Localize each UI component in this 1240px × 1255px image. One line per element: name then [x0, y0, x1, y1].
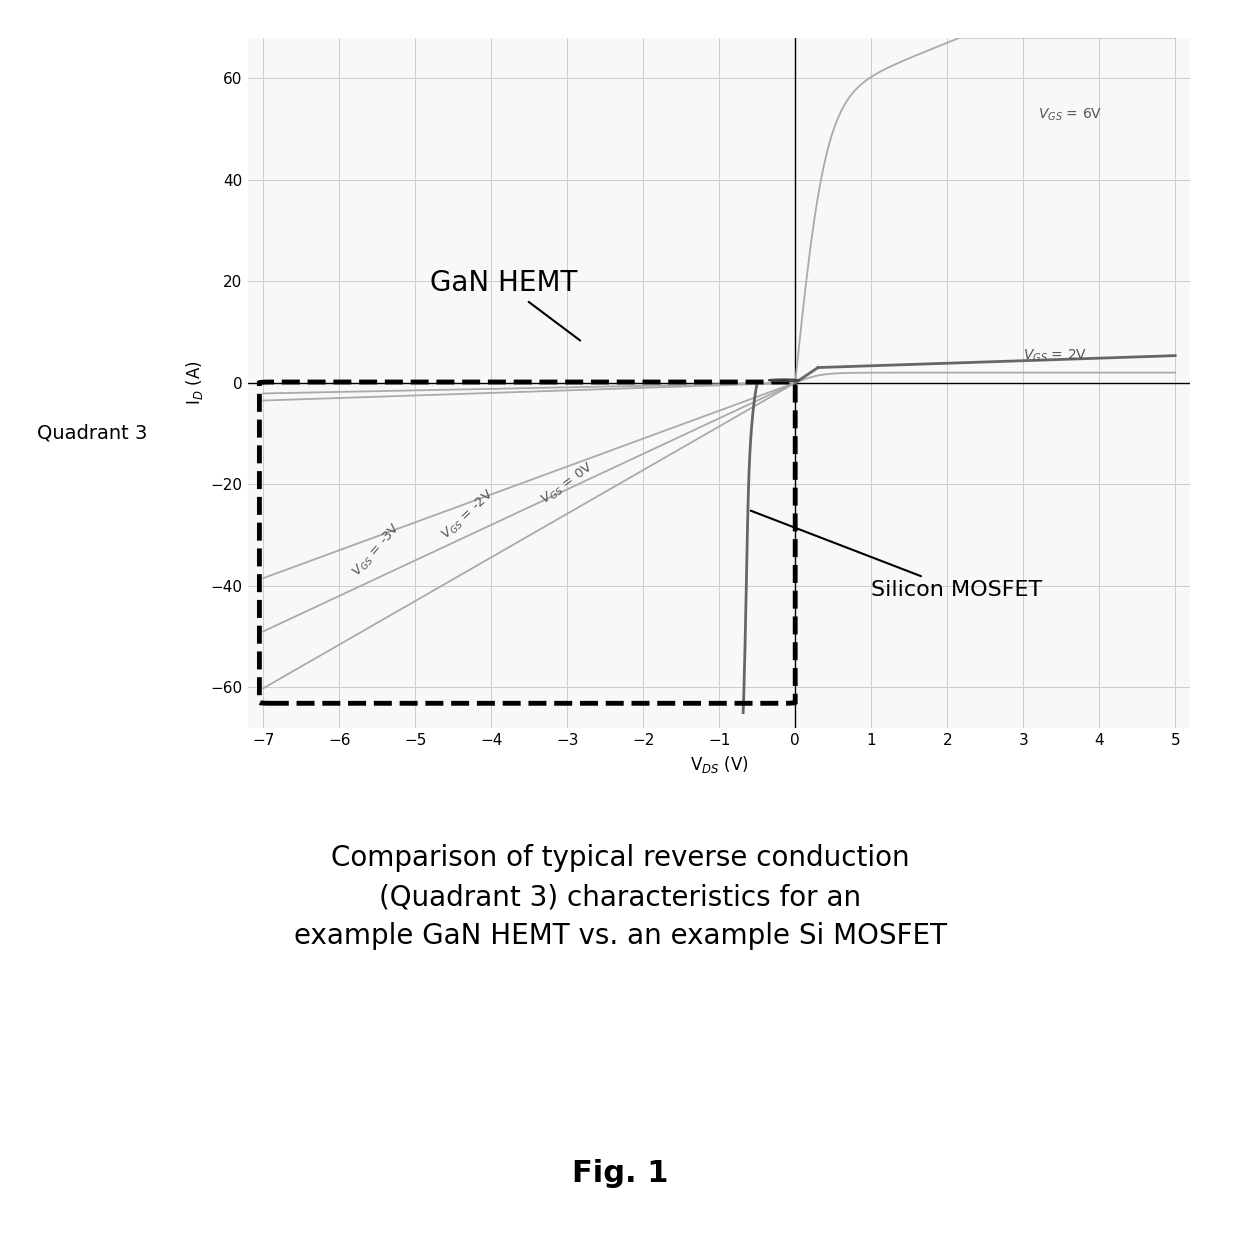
- Text: $V_{GS}$ = 2V: $V_{GS}$ = 2V: [1023, 348, 1087, 364]
- Text: $V_{GS}$ = 0V: $V_{GS}$ = 0V: [538, 461, 596, 508]
- Text: $V_{GS}$ = -3V: $V_{GS}$ = -3V: [350, 521, 404, 580]
- Text: $V_{GS}$ = 6V: $V_{GS}$ = 6V: [1038, 107, 1102, 123]
- Text: GaN HEMT: GaN HEMT: [430, 270, 580, 340]
- Text: Silicon MOSFET: Silicon MOSFET: [750, 511, 1043, 600]
- Text: Quadrant 3: Quadrant 3: [37, 423, 148, 443]
- X-axis label: V$_{DS}$ (V): V$_{DS}$ (V): [689, 754, 749, 776]
- Y-axis label: I$_{D}$ (A): I$_{D}$ (A): [184, 360, 205, 405]
- Text: $V_{GS}$ = -2V: $V_{GS}$ = -2V: [439, 487, 497, 543]
- Text: Fig. 1: Fig. 1: [572, 1158, 668, 1188]
- Text: Comparison of typical reverse conduction
(Quadrant 3) characteristics for an
exa: Comparison of typical reverse conduction…: [294, 845, 946, 950]
